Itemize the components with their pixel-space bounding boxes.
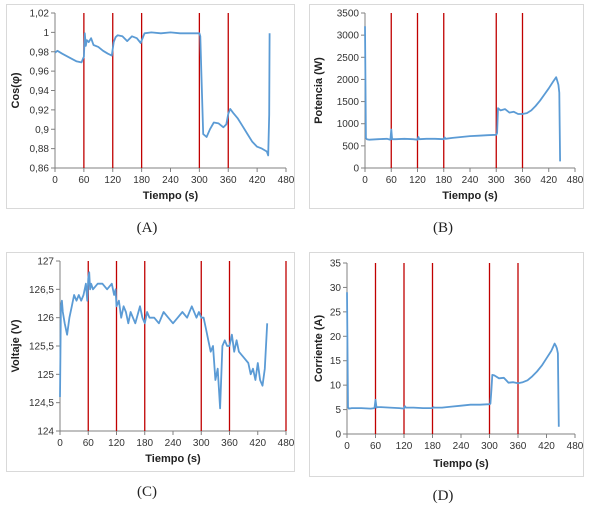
y-axis-label: Potencia (W) [313,57,325,124]
y-tick-label: 1500 [337,97,360,108]
x-tick-label: 480 [278,438,294,449]
y-tick-label: 1000 [337,119,360,130]
x-tick-label: 240 [462,175,479,186]
y-tick-label: 0 [335,430,341,441]
y-axis-label: Voltaje (V) [10,319,22,372]
x-tick-label: 60 [386,175,398,186]
x-tick-label: 480 [567,441,583,452]
x-tick-label: 420 [538,441,555,452]
y-tick-label: 0,98 [30,47,50,58]
x-tick-label: 120 [409,175,426,186]
y-tick-label: 20 [330,332,342,343]
y-tick-label: 15 [330,356,342,367]
chart-a-svg: 0,86 0,88 0,9 0,92 0,94 0,96 0,98 1 1,02 0 60 120 18… [10,9,294,203]
x-tick-label: 420 [249,438,266,449]
chart-caption-c: (C) [137,484,157,500]
y-tick-label: 3000 [337,31,360,42]
y-tick-label: 30 [330,283,342,294]
chart-c-svg: 124 124,5 125 125,5 126 126,5 127 0 60 120 180 240 3… [10,257,294,466]
y-tick-label: 0,9 [35,125,49,136]
y-tick-label: 124 [37,427,54,438]
y-tick-label: 127 [37,257,54,268]
y-tick-label: 5 [335,405,341,416]
x-tick-label: 360 [220,175,237,186]
y-tick-label: 35 [330,259,342,270]
y-tick-label: 0,94 [30,86,50,97]
y-tick-label: 2500 [337,53,360,64]
x-tick-label: 480 [278,175,294,186]
y-axis-label: Cos(φ) [10,72,22,108]
x-tick-label: 120 [108,438,125,449]
x-tick-label: 360 [510,441,527,452]
y-tick-label: 0,88 [30,144,50,155]
x-tick-label: 360 [221,438,238,449]
x-tick-label: 60 [78,175,90,186]
x-tick-label: 480 [567,175,583,186]
y-axis-label: Corriente (A) [313,315,325,383]
y-tick-label: 125,5 [29,342,54,353]
x-tick-label: 120 [104,175,121,186]
x-axis-label: Tiempo (s) [145,453,201,465]
y-tick-label: 124,5 [29,398,54,409]
x-tick-label: 180 [435,175,452,186]
series-line [54,31,271,157]
x-tick-label: 120 [396,441,413,452]
y-tick-label: 0,96 [30,67,50,78]
y-tick-label: 25 [330,307,342,318]
y-tick-label: 125 [37,370,54,381]
y-tick-label: 0,92 [30,105,50,116]
y-tick-label: 1 [43,28,49,39]
x-tick-label: 420 [540,175,557,186]
series-line [346,292,560,427]
chart-b-svg: 0 500 1000 1500 2000 2500 3000 3500 0 60 120 180 240… [313,9,583,203]
x-tick-label: 300 [193,438,210,449]
y-tick-label: 2000 [337,75,360,86]
chart-caption-a: (A) [136,220,158,236]
series-line [59,271,269,410]
x-tick-label: 420 [249,175,266,186]
y-tick-label: 126 [37,313,54,324]
x-tick-label: 240 [165,438,182,449]
x-tick-label: 300 [488,175,505,186]
y-tick-label: 3500 [337,9,360,20]
chart-panel-d: 0 5 10 15 20 25 30 35 0 60 120 180 240 300 360 420 480 Ti… [309,252,584,477]
chart-caption-d: (D) [432,488,454,504]
chart-panel-b: 0 500 1000 1500 2000 2500 3000 3500 0 60 120 180 240… [309,4,584,209]
x-tick-label: 60 [370,441,382,452]
x-tick-label: 60 [83,438,95,449]
x-axis-label: Tiempo (s) [442,190,498,202]
chart-caption-b: (B) [433,220,453,236]
y-tick-label: 126,5 [29,285,54,296]
x-tick-label: 360 [514,175,531,186]
x-axis-label: Tiempo (s) [433,458,489,470]
series-line [364,26,561,162]
x-tick-label: 180 [424,441,441,452]
x-tick-label: 300 [481,441,498,452]
chart-panel-c: 124 124,5 125 125,5 126 126,5 127 0 60 120 180 240 3… [6,252,295,472]
y-tick-label: 10 [330,381,342,392]
x-tick-label: 180 [136,438,153,449]
x-tick-label: 240 [162,175,179,186]
x-tick-label: 180 [133,175,150,186]
chart-d-svg: 0 5 10 15 20 25 30 35 0 60 120 180 240 300 360 420 480 Ti… [313,259,583,471]
y-tick-label: 1,02 [30,9,50,20]
y-tick-label: 0,86 [30,164,50,175]
chart-panel-a: 0,86 0,88 0,9 0,92 0,94 0,96 0,98 1 1,02 0 60 120 18… [6,4,295,209]
x-axis-label: Tiempo (s) [143,190,199,202]
x-tick-label: 0 [57,438,63,449]
x-tick-label: 0 [362,175,368,186]
x-tick-label: 0 [52,175,58,186]
x-tick-label: 240 [453,441,470,452]
y-tick-label: 0 [353,164,359,175]
x-tick-label: 300 [191,175,208,186]
y-tick-label: 500 [342,141,359,152]
x-tick-label: 0 [344,441,350,452]
